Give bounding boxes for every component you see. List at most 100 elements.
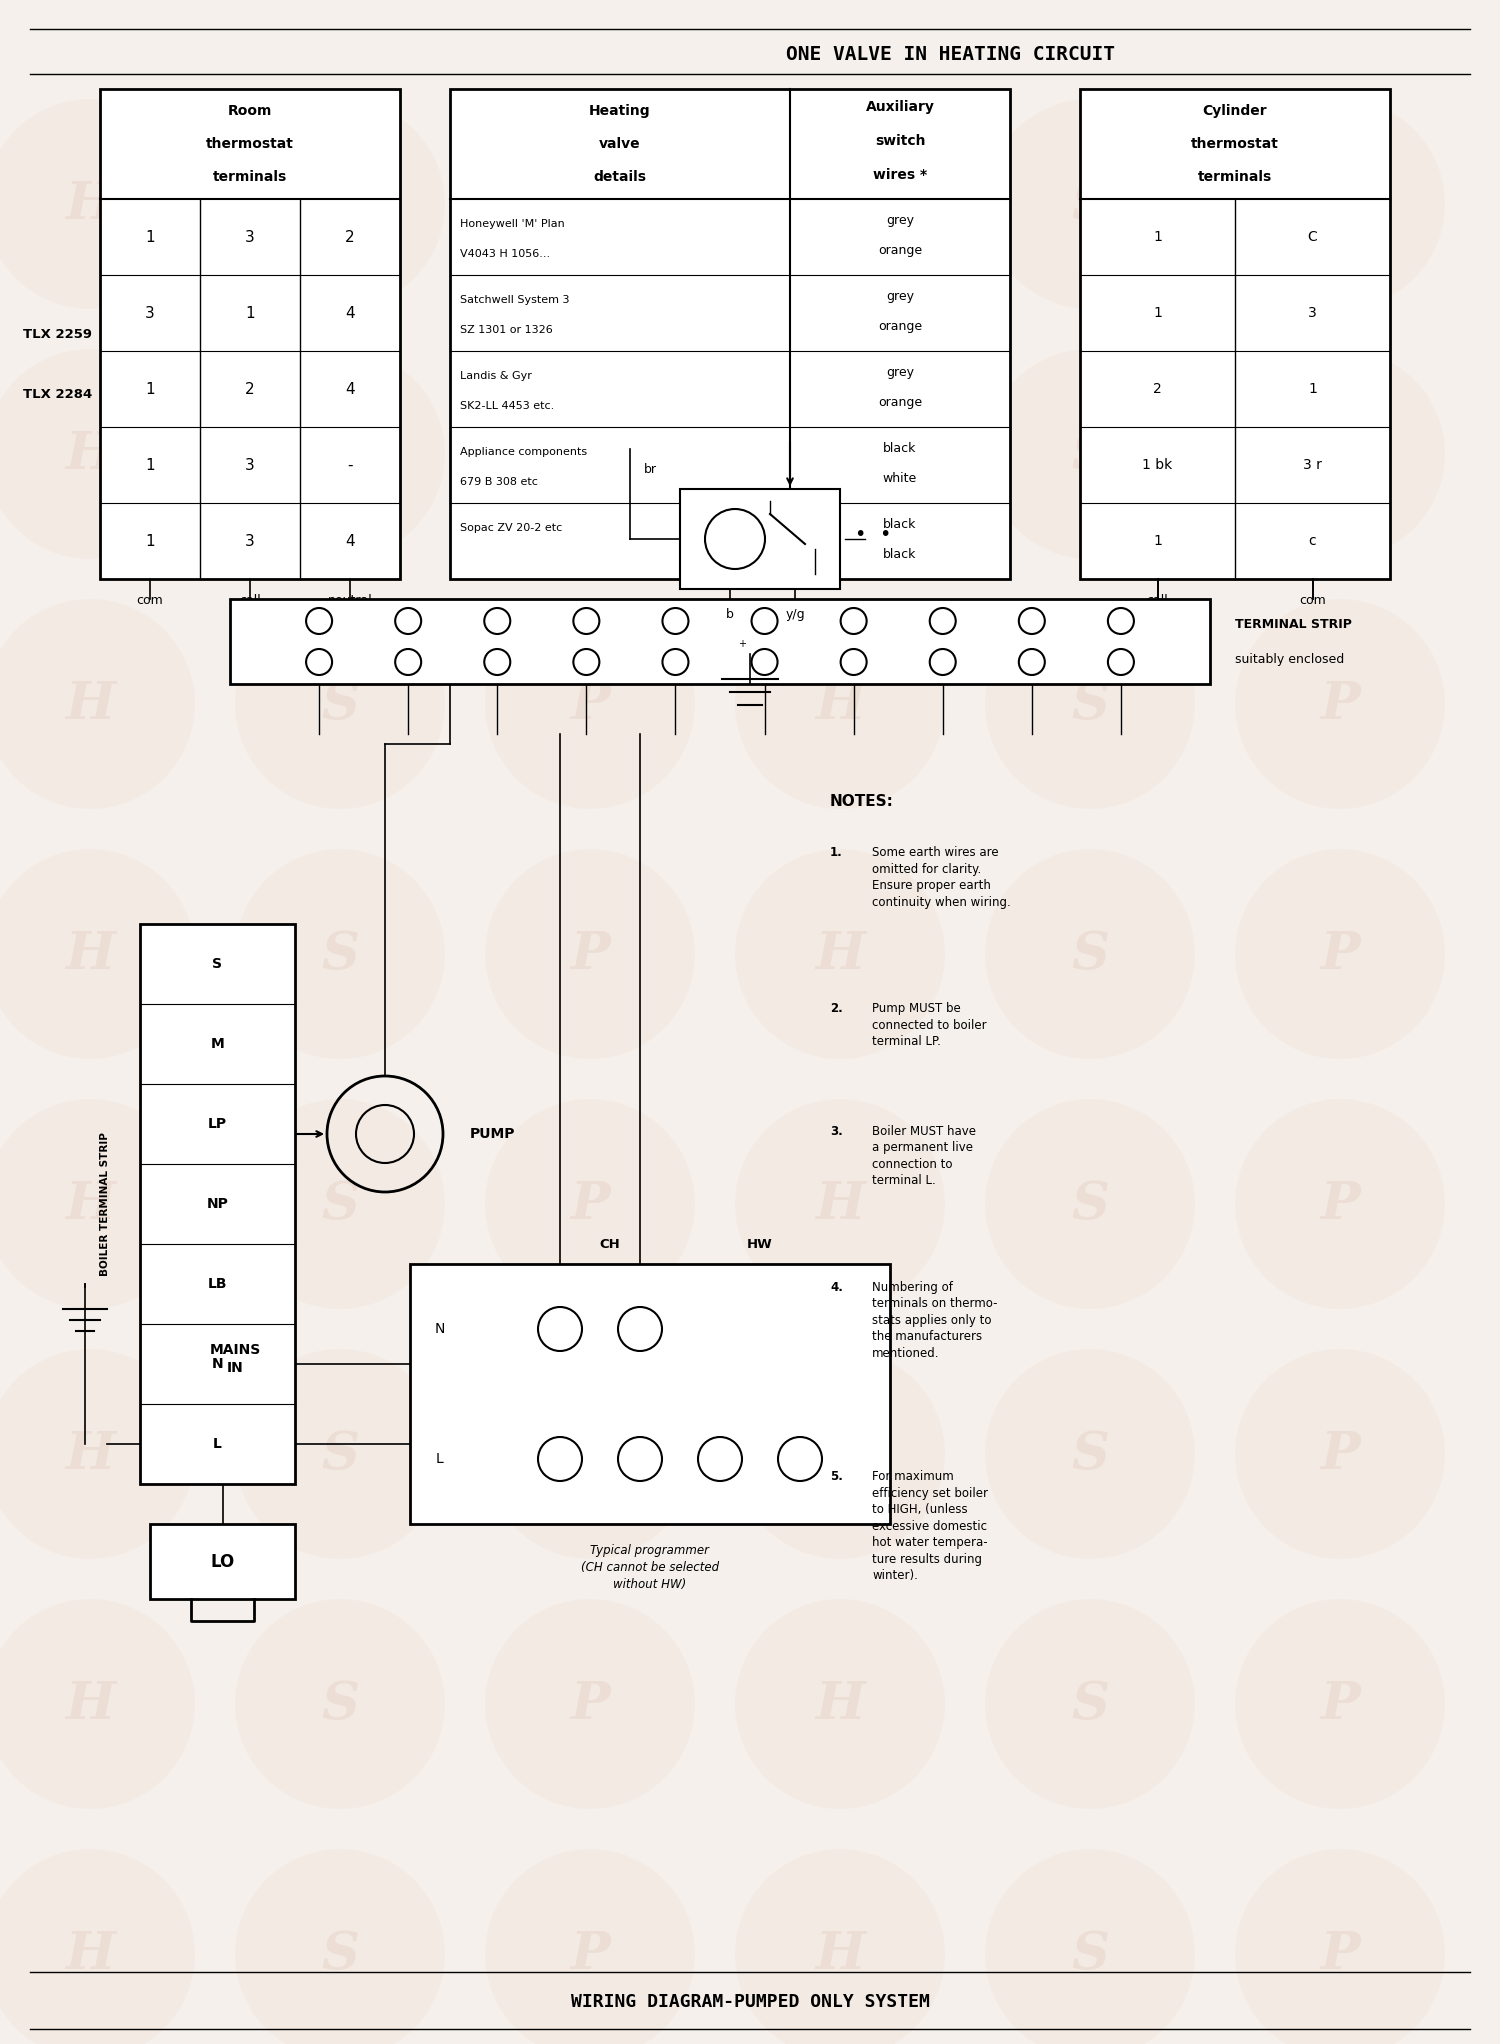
- Bar: [150, 1525, 296, 1598]
- Text: 1: 1: [146, 382, 154, 397]
- Bar: [450, 90, 1010, 578]
- Text: 1: 1: [1154, 307, 1162, 321]
- Text: 3: 3: [244, 229, 255, 245]
- Text: P: P: [1320, 679, 1360, 730]
- Circle shape: [735, 1598, 945, 1809]
- Text: •: •: [879, 525, 891, 544]
- Text: grey: grey: [886, 215, 914, 227]
- Text: P: P: [570, 928, 610, 979]
- Circle shape: [0, 1598, 195, 1809]
- Circle shape: [986, 1598, 1196, 1809]
- Text: N: N: [435, 1322, 445, 1337]
- Circle shape: [1234, 1349, 1444, 1560]
- Text: Typical programmer
(CH cannot be selected
without HW): Typical programmer (CH cannot be selecte…: [580, 1543, 718, 1590]
- Circle shape: [0, 599, 195, 809]
- Text: S: S: [1071, 429, 1108, 480]
- Circle shape: [1234, 350, 1444, 558]
- Circle shape: [735, 350, 945, 558]
- Circle shape: [735, 1850, 945, 2044]
- Text: H: H: [815, 1927, 866, 1979]
- Text: P: P: [1320, 1927, 1360, 1979]
- Circle shape: [236, 1349, 446, 1560]
- Text: HW: HW: [747, 1237, 772, 1251]
- Text: call: call: [1146, 595, 1168, 607]
- Text: P: P: [570, 429, 610, 480]
- Text: P: P: [1320, 178, 1360, 229]
- Text: H: H: [64, 1927, 116, 1979]
- Text: Honeywell 'M' Plan: Honeywell 'M' Plan: [460, 219, 564, 229]
- Text: com: com: [1299, 595, 1326, 607]
- Text: H: H: [815, 928, 866, 979]
- Text: grey: grey: [886, 290, 914, 303]
- Text: C: C: [1308, 231, 1317, 243]
- Circle shape: [236, 1100, 446, 1308]
- Bar: [230, 599, 1210, 685]
- Text: H: H: [815, 1429, 866, 1480]
- Text: P: P: [1320, 429, 1360, 480]
- Text: Sopac ZV 20-2 etc: Sopac ZV 20-2 etc: [460, 523, 562, 533]
- Text: S: S: [321, 178, 358, 229]
- Text: TLX 2284: TLX 2284: [22, 388, 92, 401]
- Text: MAINS
IN: MAINS IN: [210, 1343, 261, 1376]
- Text: 679 B 308 etc: 679 B 308 etc: [460, 476, 538, 486]
- Text: terminals: terminals: [213, 170, 286, 184]
- Text: TERMINAL STRIP: TERMINAL STRIP: [1234, 617, 1352, 630]
- Text: S: S: [1071, 1429, 1108, 1480]
- Text: Room: Room: [228, 104, 272, 119]
- Text: L: L: [213, 1437, 222, 1451]
- Circle shape: [986, 599, 1196, 809]
- Text: S: S: [1071, 1678, 1108, 1729]
- Circle shape: [1234, 848, 1444, 1059]
- Text: 1: 1: [244, 305, 255, 321]
- Text: NOTES:: NOTES:: [830, 793, 894, 809]
- Circle shape: [236, 599, 446, 809]
- Text: H: H: [815, 1179, 866, 1230]
- Circle shape: [1234, 599, 1444, 809]
- Text: H: H: [64, 429, 116, 480]
- Circle shape: [735, 1349, 945, 1560]
- Text: black: black: [884, 517, 916, 531]
- Text: LB: LB: [207, 1278, 226, 1292]
- Circle shape: [236, 1598, 446, 1809]
- Circle shape: [484, 848, 694, 1059]
- Text: 1: 1: [146, 229, 154, 245]
- Text: Cylinder: Cylinder: [1203, 104, 1268, 119]
- Text: CH: CH: [600, 1237, 621, 1251]
- Text: 4.: 4.: [830, 1280, 843, 1294]
- Text: 3: 3: [1308, 307, 1317, 321]
- Text: black: black: [884, 548, 916, 562]
- Text: S: S: [1071, 679, 1108, 730]
- Circle shape: [986, 848, 1196, 1059]
- Circle shape: [484, 1100, 694, 1308]
- Circle shape: [236, 848, 446, 1059]
- Circle shape: [484, 350, 694, 558]
- Circle shape: [1234, 1850, 1444, 2044]
- Text: 2.: 2.: [830, 1002, 843, 1016]
- Text: switch: switch: [874, 135, 926, 147]
- Text: Auxiliary: Auxiliary: [865, 100, 934, 114]
- Text: 1: 1: [146, 458, 154, 472]
- Text: terminals: terminals: [1198, 170, 1272, 184]
- Text: orange: orange: [878, 397, 922, 409]
- Text: S: S: [321, 679, 358, 730]
- Text: 3: 3: [244, 533, 255, 548]
- Circle shape: [1234, 1100, 1444, 1308]
- Text: P: P: [1320, 1678, 1360, 1729]
- Text: S: S: [321, 1429, 358, 1480]
- Text: S: S: [321, 928, 358, 979]
- Text: P: P: [570, 1179, 610, 1230]
- Text: L: L: [436, 1451, 444, 1466]
- Text: LO: LO: [210, 1553, 234, 1570]
- Text: H: H: [815, 429, 866, 480]
- Circle shape: [986, 350, 1196, 558]
- Text: 2: 2: [345, 229, 355, 245]
- Text: c: c: [1308, 533, 1317, 548]
- Text: P: P: [570, 1927, 610, 1979]
- Bar: [100, 90, 400, 578]
- Circle shape: [1234, 98, 1444, 309]
- Text: 3: 3: [244, 458, 255, 472]
- Circle shape: [986, 1100, 1196, 1308]
- Text: 5.: 5.: [830, 1470, 843, 1484]
- Circle shape: [0, 848, 195, 1059]
- Text: Pump MUST be
connected to boiler
terminal LP.: Pump MUST be connected to boiler termina…: [871, 1002, 987, 1049]
